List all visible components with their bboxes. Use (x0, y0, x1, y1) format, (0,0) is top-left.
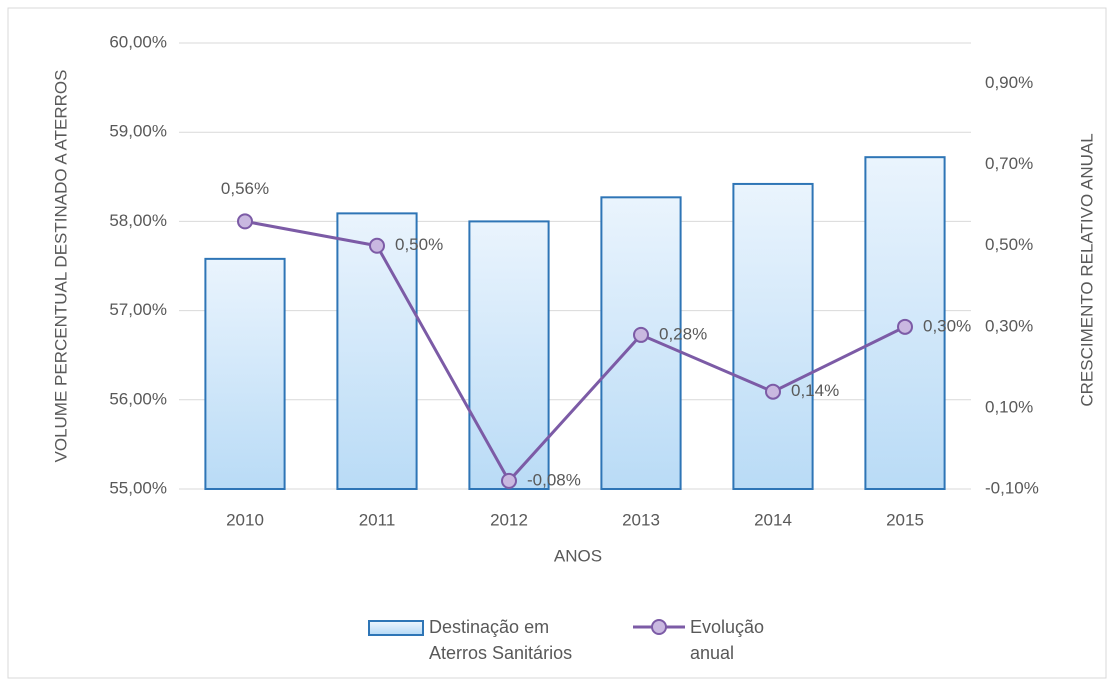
legend-item: Destinação em Aterros Sanitários (368, 614, 608, 666)
bar (336, 212, 418, 490)
bar (732, 182, 814, 490)
point (765, 383, 781, 400)
x-axis-title: ANOS (554, 546, 602, 565)
y2-tick-label: 0,10% (985, 397, 1033, 416)
y2-tick-label: 0,70% (985, 154, 1033, 173)
bar (204, 257, 286, 491)
x-tick-label: 2012 (490, 510, 528, 529)
data-label: -0,08% (527, 470, 581, 489)
x-tick-label: 2013 (622, 510, 660, 529)
y-tick-label: 55,00% (109, 478, 167, 497)
point (501, 472, 517, 489)
line (244, 219, 906, 484)
bar (600, 196, 682, 490)
y-tick-label: 58,00% (109, 211, 167, 230)
y-axis-title: VOLUME PERCENTUAL DESTINADO A ATERROS (51, 70, 70, 463)
data-label: 0,28% (659, 324, 707, 343)
x-tick-label: 2014 (754, 510, 792, 529)
data-label: 0,50% (395, 235, 443, 254)
point (369, 237, 385, 254)
legend-swatch (633, 619, 685, 635)
point (633, 326, 649, 343)
bar (468, 220, 550, 490)
x-tick-label: 2011 (359, 510, 396, 529)
legend-label: Destinação em Aterros Sanitários (429, 617, 573, 663)
y-tick-label: 57,00% (109, 300, 167, 319)
data-label: 0,30% (923, 316, 971, 335)
data-label: 0,56% (221, 179, 269, 198)
x-tick-label: 2015 (886, 510, 924, 529)
y-tick-label: 56,00% (109, 389, 167, 408)
y-tick-label: 60,00% (109, 32, 167, 51)
data-label: 0,14% (791, 381, 839, 400)
legend-item: Evolução anual (633, 614, 793, 666)
legend-label: Evolução anual (690, 617, 765, 663)
x-tick-label: 2010 (226, 510, 264, 529)
y-tick-label: 59,00% (109, 122, 167, 141)
legend-swatch (368, 620, 424, 636)
point (237, 213, 253, 230)
y2-tick-label: 0,90% (985, 73, 1033, 92)
y2-tick-label: 0,30% (985, 316, 1033, 335)
y2-tick-label: -0,10% (985, 478, 1039, 497)
y2-axis-title: CRESCIMENTO RELATIVO ANUAL (1077, 133, 1096, 406)
y2-tick-label: 0,50% (985, 235, 1033, 254)
point (897, 318, 913, 335)
